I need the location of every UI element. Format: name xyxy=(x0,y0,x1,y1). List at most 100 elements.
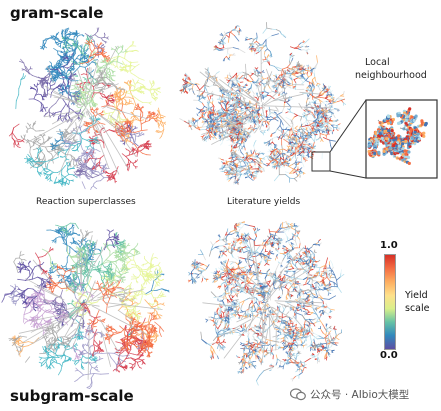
gram-scale-label: gram-scale xyxy=(10,4,104,22)
network-edge xyxy=(96,161,100,165)
network-edge xyxy=(65,173,70,177)
network-edge xyxy=(201,126,208,128)
network-edge xyxy=(52,160,54,164)
network-edge xyxy=(89,56,93,59)
network-edge xyxy=(80,137,83,144)
network-edge xyxy=(69,70,72,75)
network-edge xyxy=(80,169,84,173)
network-edge xyxy=(262,157,265,160)
network-edge xyxy=(51,73,53,77)
network-edge xyxy=(71,147,74,150)
network-edge xyxy=(75,170,79,173)
network-edge xyxy=(48,137,51,139)
network-edge xyxy=(61,56,65,59)
network-edge xyxy=(111,118,115,121)
network-edge xyxy=(57,50,59,55)
network-edge xyxy=(70,95,75,97)
network-edge xyxy=(253,145,256,151)
network-edge xyxy=(91,42,94,46)
network-edge xyxy=(85,80,88,83)
network-edge xyxy=(211,105,214,108)
network-edge xyxy=(288,165,294,170)
network-edge xyxy=(268,106,271,110)
network-edge xyxy=(77,80,79,84)
network-edge xyxy=(272,116,277,119)
network-edge xyxy=(82,76,85,79)
network-edge xyxy=(25,125,28,129)
network-edge xyxy=(255,43,259,47)
network-edge xyxy=(15,144,19,148)
network-edge xyxy=(161,124,163,127)
network-edge xyxy=(92,182,95,187)
network-edge xyxy=(33,94,36,100)
network-edge xyxy=(29,165,34,169)
network-edge xyxy=(264,48,268,52)
network-edge xyxy=(42,41,45,45)
network-edge xyxy=(131,112,134,114)
network-edge xyxy=(52,73,56,76)
network-edge xyxy=(140,121,146,125)
network-edge xyxy=(102,169,105,173)
network-edge xyxy=(134,63,140,68)
network-edge xyxy=(229,135,233,137)
network-edge xyxy=(55,111,59,114)
network-edge xyxy=(65,142,71,145)
network-edge xyxy=(39,158,44,160)
network-edge xyxy=(116,51,119,55)
network-edge xyxy=(39,109,42,112)
network-edge xyxy=(23,138,28,142)
network-edge xyxy=(184,77,187,81)
network-edge xyxy=(246,159,250,163)
network-edge xyxy=(83,158,86,161)
network-edge xyxy=(49,61,52,64)
network-edge xyxy=(44,113,46,117)
network-edge xyxy=(91,61,96,64)
network-edge xyxy=(60,150,66,155)
network-edge xyxy=(19,140,23,143)
network-edge xyxy=(84,171,88,177)
network-edge xyxy=(93,162,96,167)
network-edge xyxy=(114,46,117,48)
network-edge xyxy=(59,146,63,148)
network-edge xyxy=(130,112,133,114)
network-edge xyxy=(70,60,73,63)
network-edge xyxy=(156,113,159,117)
network-edge xyxy=(305,157,308,159)
network-edge xyxy=(43,94,45,97)
network-edge xyxy=(110,96,113,99)
network-edge xyxy=(275,116,279,119)
network-edge xyxy=(98,164,101,169)
network-edge xyxy=(79,161,83,165)
network-edge xyxy=(98,171,106,176)
network-edge xyxy=(118,124,121,128)
network-edge xyxy=(272,163,274,167)
network-edge xyxy=(43,46,46,50)
network-edge xyxy=(115,58,118,64)
network-edge xyxy=(140,131,143,134)
network-edge xyxy=(139,88,142,91)
network-edge xyxy=(134,97,140,101)
network-edge xyxy=(86,45,89,50)
network-edge xyxy=(129,85,132,90)
network-edge xyxy=(90,165,94,170)
network-edge xyxy=(78,173,84,176)
network-edge xyxy=(221,127,224,132)
network-edge xyxy=(79,66,86,68)
network-edge xyxy=(86,138,91,141)
network-edge xyxy=(107,99,110,104)
network-edge xyxy=(132,78,135,81)
network-edge xyxy=(54,138,57,141)
network-edge xyxy=(69,50,75,52)
network-edge xyxy=(79,90,85,93)
network-edge xyxy=(89,48,93,53)
network-edge xyxy=(106,99,108,104)
network-edge xyxy=(87,82,90,85)
network-edge xyxy=(91,147,94,150)
network-edge xyxy=(126,80,129,84)
network-edge xyxy=(84,103,88,109)
network-edge xyxy=(322,83,325,87)
network-edge xyxy=(40,143,45,145)
network-edge xyxy=(98,74,101,78)
network-edge xyxy=(73,171,77,175)
network-edge xyxy=(46,83,48,88)
